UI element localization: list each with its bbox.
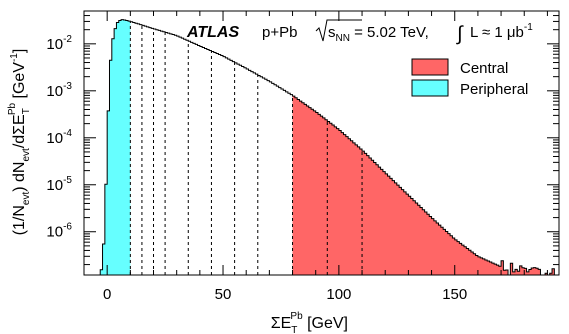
luminosity-label: ∫ L ≈ 1 μb-1 xyxy=(456,22,533,45)
atlas-label: ATLAS xyxy=(186,24,239,41)
centrality-boundaries xyxy=(129,21,363,275)
x-tick-label: 0 xyxy=(103,286,111,303)
y-tick-label: 10-2 xyxy=(46,34,72,53)
x-tick-labels: 0 50 100 150 xyxy=(103,286,467,303)
integral-icon: ∫ xyxy=(456,23,464,45)
x-tick-label: 150 xyxy=(442,286,467,303)
region-fills xyxy=(97,19,559,276)
y-tick-labels: 10-6 10-5 10-4 10-3 10-2 xyxy=(46,34,72,241)
distribution-histogram xyxy=(97,19,559,276)
y-tick-label: 10-3 xyxy=(46,81,72,100)
region-fill-peripheral xyxy=(97,19,131,276)
legend: Central Peripheral xyxy=(411,58,528,98)
region-fill-central xyxy=(292,96,559,275)
x-tick-label: 50 xyxy=(215,286,232,303)
x-axis-title: ΣETPb [GeV] xyxy=(271,311,348,334)
y-tick-label: 10-4 xyxy=(46,128,72,147)
energy-label: sNN = 5.02 TeV, xyxy=(315,19,429,44)
plot-frame xyxy=(83,10,560,276)
y-tick-label: 10-5 xyxy=(46,175,72,194)
svg-text:L ≈ 1 μb-1: L ≈ 1 μb-1 xyxy=(470,22,533,41)
legend-swatch-central xyxy=(411,58,449,76)
legend-label-peripheral: Peripheral xyxy=(460,81,528,98)
axis-ticks xyxy=(83,10,559,275)
x-tick-label: 100 xyxy=(326,286,351,303)
y-axis-title: (1/Nevt) dNevt/dΣETPb [GeV-1] xyxy=(7,49,32,236)
y-tick-label: 10-6 xyxy=(46,222,72,241)
svg-text:sNN = 5.02 TeV,: sNN = 5.02 TeV, xyxy=(328,24,429,44)
legend-label-central: Central xyxy=(460,60,508,77)
legend-swatch-peripheral xyxy=(411,79,449,97)
system-label: p+Pb xyxy=(262,24,297,41)
